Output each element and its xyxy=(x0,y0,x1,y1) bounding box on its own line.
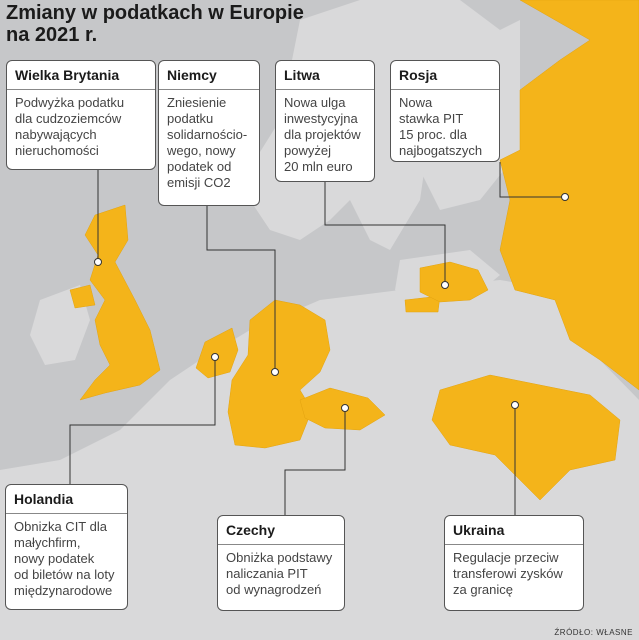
callout-netherlands-name: Holandia xyxy=(6,485,127,514)
germany-marker xyxy=(271,368,279,376)
uk-marker xyxy=(94,258,102,266)
callout-ukraine-name: Ukraina xyxy=(445,516,583,545)
netherlands-marker xyxy=(211,353,219,361)
callout-uk: Wielka Brytania Podwyżka podatku dla cud… xyxy=(6,60,156,170)
callout-lithuania-desc: Nowa ulga inwestycyjna dla projektów pow… xyxy=(284,95,361,174)
callout-russia: Rosja Nowa stawka PIT 15 proc. dla najbo… xyxy=(390,60,500,162)
leader-lines xyxy=(69,162,565,515)
title-line-1: Zmiany w podatkach w Europie xyxy=(6,2,304,24)
callout-ukraine: Ukraina Regulacje przeciw transferowi zy… xyxy=(444,515,584,611)
source-note: ŹRÓDŁO: WŁASNE xyxy=(554,628,633,637)
callout-czechia-name: Czechy xyxy=(218,516,344,545)
uk-ni-shape xyxy=(69,284,96,309)
map-title: Zmiany w podatkach w Europie na 2021 r. xyxy=(6,2,306,46)
callout-lithuania: Litwa Nowa ulga inwestycyjna dla projekt… xyxy=(275,60,375,182)
uk-shape xyxy=(79,204,161,401)
callout-czechia: Czechy Obniżka podstawy naliczania PIT o… xyxy=(217,515,345,611)
russia-kaliningrad-shape xyxy=(404,295,441,313)
callout-ukraine-desc: Regulacje przeciw transferowi zysków za … xyxy=(453,550,563,597)
title-line-2: na 2021 r. xyxy=(6,24,98,46)
callout-germany-desc: Zniesienie podatku solidarnościo- wego, … xyxy=(167,95,248,190)
russia-shape xyxy=(499,0,639,391)
callout-czechia-desc: Obniżka podstawy naliczania PIT od wynag… xyxy=(226,550,333,597)
callout-russia-name: Rosja xyxy=(391,61,499,90)
callout-uk-desc: Podwyżka podatku dla cudzoziemców nabywa… xyxy=(15,95,125,158)
callout-lithuania-name: Litwa xyxy=(276,61,374,90)
callout-uk-name: Wielka Brytania xyxy=(7,61,155,90)
callout-netherlands: Holandia Obnizka CIT dla małychfirm, now… xyxy=(5,484,128,610)
russia-marker xyxy=(561,193,569,201)
ukraine-marker xyxy=(511,401,519,409)
callout-netherlands-desc: Obnizka CIT dla małychfirm, nowy podatek… xyxy=(14,519,115,598)
netherlands-shape xyxy=(195,327,239,379)
ukraine-shape xyxy=(431,374,621,501)
lithuania-shape xyxy=(419,261,489,303)
czechia-marker xyxy=(341,404,349,412)
lithuania-marker xyxy=(441,281,449,289)
callout-germany: Niemcy Zniesienie podatku solidarnościo-… xyxy=(158,60,260,206)
callout-russia-desc: Nowa stawka PIT 15 proc. dla najbogatszy… xyxy=(399,95,483,158)
callout-germany-name: Niemcy xyxy=(159,61,259,90)
